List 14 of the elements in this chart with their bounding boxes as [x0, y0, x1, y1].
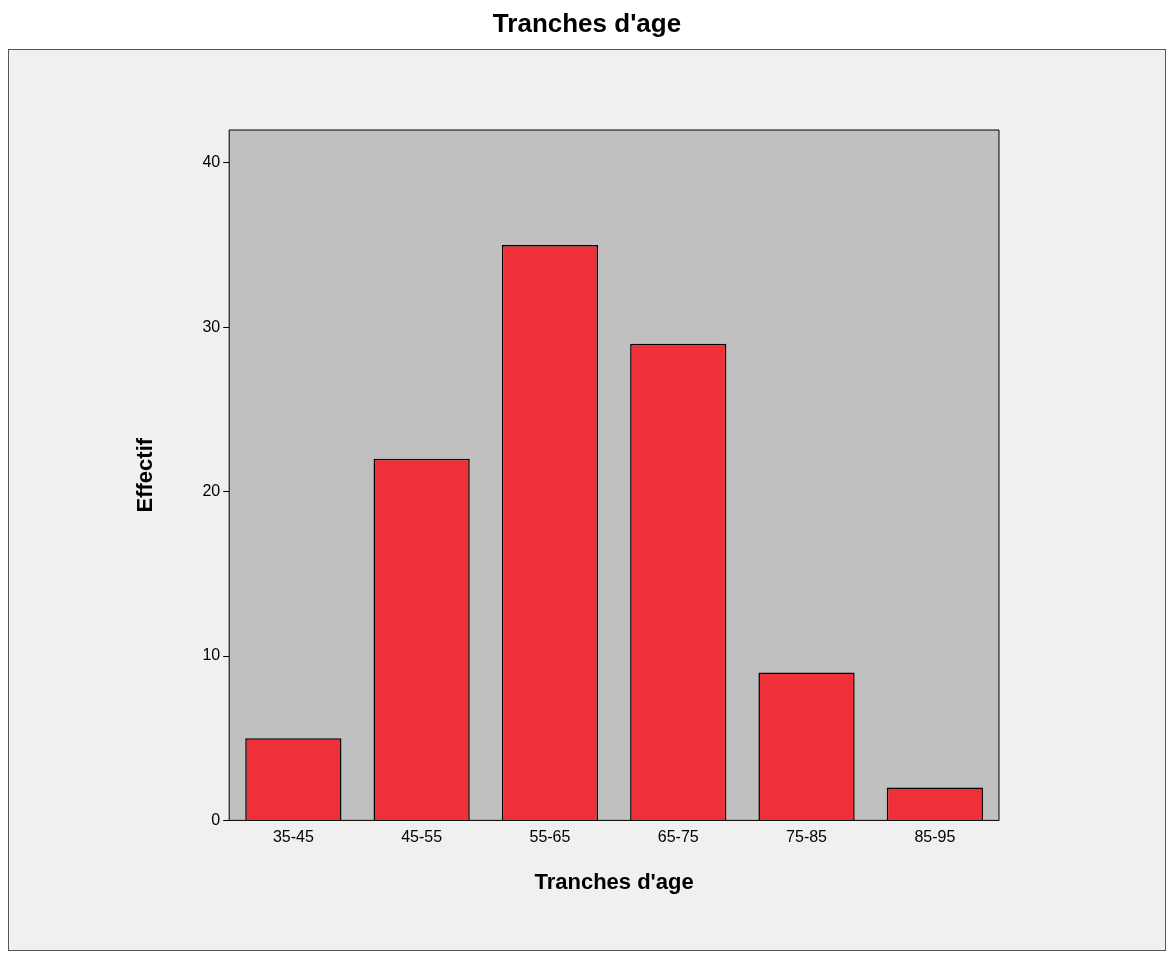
x-tick-label: 35-45 — [272, 828, 314, 846]
x-tick-label: 85-95 — [914, 828, 956, 846]
y-tick-label: 0 — [211, 810, 221, 828]
y-tick-label: 20 — [202, 482, 221, 500]
x-tick-label: 55-65 — [529, 828, 571, 846]
x-tick-label: 45-55 — [401, 828, 443, 846]
y-tick-label: 40 — [202, 153, 221, 171]
y-tick-label: 30 — [202, 317, 221, 335]
chart-title: Tranches d'age — [491, 8, 683, 39]
x-tick-label: 75-85 — [786, 828, 828, 846]
y-axis-title: Effectif — [132, 437, 158, 513]
x-axis-title: Tranches d'age — [534, 868, 694, 894]
y-tick-label: 10 — [202, 646, 221, 664]
x-tick-label: 65-75 — [657, 828, 699, 846]
